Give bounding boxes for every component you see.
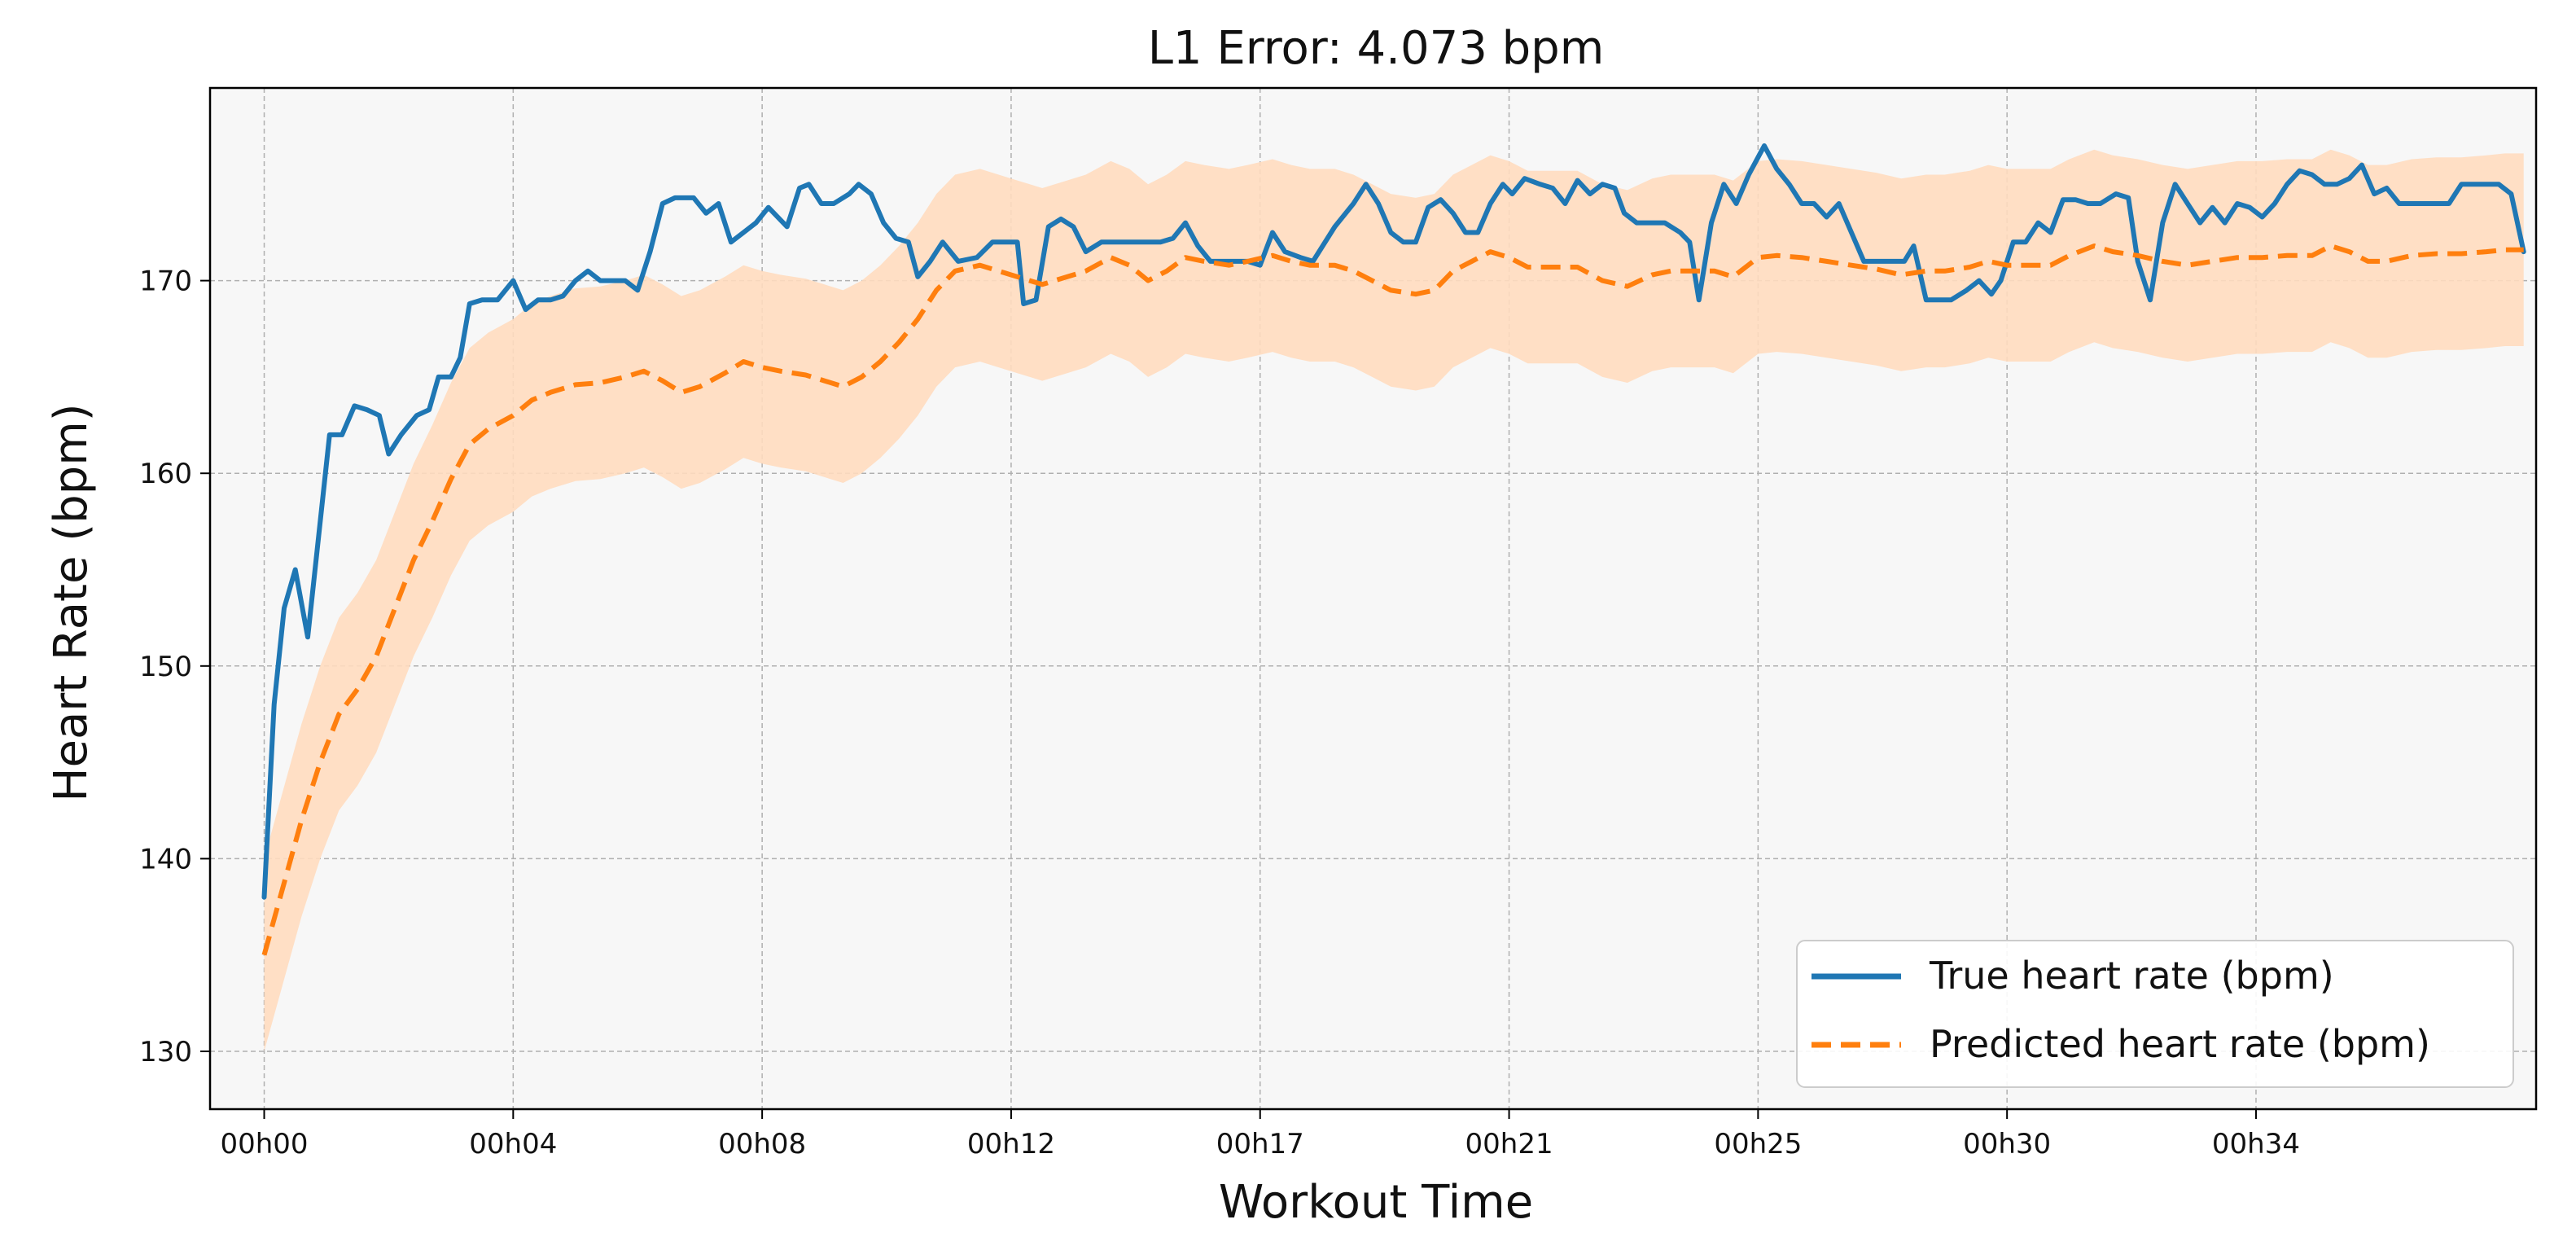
x-tick-label: 00h12	[967, 1128, 1055, 1160]
y-tick-label: 160	[139, 458, 192, 490]
plot-frame	[208, 86, 2538, 1111]
legend-label-predicted: Predicted heart rate (bpm)	[1930, 1022, 2430, 1066]
chart-title: L1 Error: 4.073 bpm	[1148, 22, 1605, 75]
x-tick-label: 00h25	[1714, 1128, 1802, 1160]
x-tick-label: 00h34	[2212, 1128, 2300, 1160]
legend-box	[1796, 940, 2514, 1088]
y-axis-ticks: 130 140 150 160 170	[139, 265, 210, 1068]
true-heart-rate-line	[261, 143, 2526, 900]
x-tick-label: 00h21	[1465, 1128, 1553, 1160]
x-axis-ticks: 00h00 00h04 00h08 00h12 00h17 00h21 00h25 00h30…	[220, 1109, 2300, 1160]
x-axis-title: Workout Time	[1219, 1176, 1533, 1229]
legend: True heart rate (bpm) Predicted heart ra…	[1796, 940, 2514, 1088]
x-tick-label: 00h17	[1216, 1128, 1304, 1160]
y-axis-title: Heart Rate (bpm)	[45, 403, 98, 801]
prediction-confidence-band	[264, 149, 2524, 1052]
x-tick-label: 00h30	[1963, 1128, 2051, 1160]
y-tick-label: 170	[139, 265, 192, 298]
x-tick-label: 00h00	[220, 1128, 308, 1160]
x-tick-label: 00h08	[718, 1128, 806, 1160]
y-tick-label: 140	[139, 843, 192, 875]
x-tick-label: 00h04	[469, 1128, 557, 1160]
y-tick-label: 130	[139, 1036, 192, 1068]
y-tick-label: 150	[139, 651, 192, 683]
legend-label-true: True heart rate (bpm)	[1929, 954, 2334, 998]
predicted-heart-rate-line	[261, 243, 2524, 956]
prediction-band-layer	[264, 149, 2524, 1052]
series-layer	[261, 143, 2526, 956]
